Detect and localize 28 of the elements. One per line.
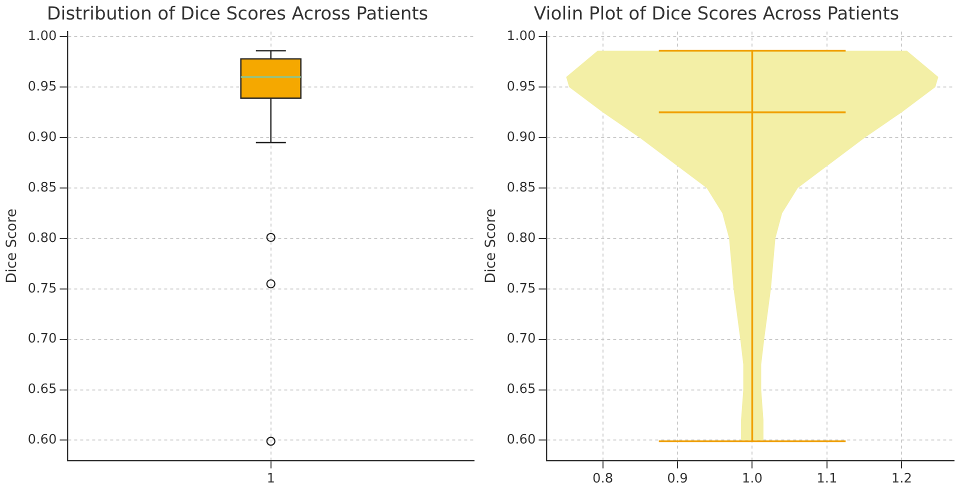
y-tick-label: 0.70: [506, 332, 536, 347]
y-tick-label: 0.90: [28, 130, 57, 145]
y-tick-label: 0.80: [28, 230, 57, 246]
x-tick-label: 0.9: [667, 472, 688, 487]
y-tick-label: 0.95: [506, 79, 536, 94]
y-axis-title: Dice Score: [4, 208, 20, 284]
y-tick-label: 0.80: [506, 230, 536, 246]
y-tick-label: 1.00: [28, 29, 57, 44]
y-tick-label: 0.75: [28, 281, 57, 296]
y-tick-label: 0.65: [506, 382, 536, 398]
chart-title: Distribution of Dice Scores Across Patients: [46, 3, 428, 24]
y-tick-label: 0.60: [506, 432, 536, 448]
x-tick-label: 1: [266, 472, 276, 487]
x-tick-label: 1.0: [742, 472, 763, 487]
y-tick-label: 0.70: [28, 332, 57, 347]
x-tick-label: 1.1: [816, 472, 838, 487]
y-tick-label: 1.00: [506, 29, 536, 44]
y-tick-label: 0.90: [506, 130, 536, 145]
y-tick-label: 0.95: [28, 79, 57, 94]
y-tick-label: 0.65: [28, 382, 57, 398]
y-axis-title: Dice Score: [483, 208, 500, 284]
x-tick-label: 1.2: [891, 472, 912, 487]
y-tick-label: 0.85: [28, 180, 57, 196]
x-tick-label: 0.8: [592, 472, 614, 487]
chart-title: Violin Plot of Dice Scores Across Patients: [534, 3, 900, 24]
y-tick-label: 0.75: [506, 281, 536, 296]
y-tick-label: 0.85: [506, 180, 536, 196]
y-tick-label: 0.60: [28, 432, 57, 448]
